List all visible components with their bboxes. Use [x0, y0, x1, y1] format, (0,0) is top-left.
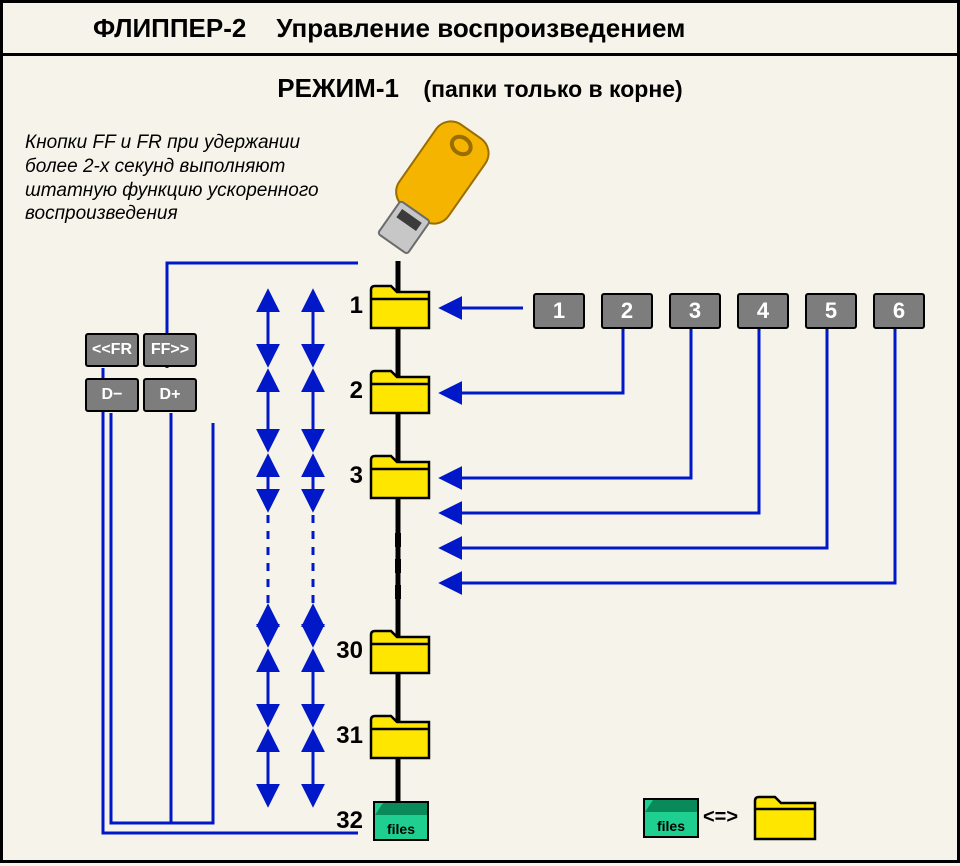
files-label-2: files [645, 818, 697, 834]
folder-number: 32 [323, 807, 363, 835]
ff-button[interactable]: FF>> [143, 333, 197, 367]
diagram-svg [3, 3, 960, 866]
folder-number: 31 [323, 722, 363, 750]
folder-icon [371, 456, 429, 498]
folder-number: 1 [323, 292, 363, 320]
folder-icon [371, 716, 429, 758]
d-minus-button[interactable]: D− [85, 378, 139, 412]
preset-button-1[interactable]: 1 [533, 293, 585, 329]
folder-number: 30 [323, 637, 363, 665]
folder-icon [371, 371, 429, 413]
preset-button-3[interactable]: 3 [669, 293, 721, 329]
preset-button-2[interactable]: 2 [601, 293, 653, 329]
files-box-legend: files [643, 798, 699, 838]
diagram-frame: ФЛИППЕР-2 Управление воспроизведением РЕ… [0, 0, 960, 863]
preset-button-6[interactable]: 6 [873, 293, 925, 329]
folder-number: 2 [323, 377, 363, 405]
folder-legend-icon [753, 793, 823, 843]
d-plus-button[interactable]: D+ [143, 378, 197, 412]
folder-number: 3 [323, 462, 363, 490]
files-label: files [375, 821, 427, 837]
folder-icon [371, 286, 429, 328]
equiv-symbol: <=> [703, 806, 738, 829]
usb-icon [368, 114, 496, 261]
files-box: files [373, 801, 429, 841]
fr-button[interactable]: <<FR [85, 333, 139, 367]
preset-button-5[interactable]: 5 [805, 293, 857, 329]
folder-icon [371, 631, 429, 673]
preset-button-4[interactable]: 4 [737, 293, 789, 329]
